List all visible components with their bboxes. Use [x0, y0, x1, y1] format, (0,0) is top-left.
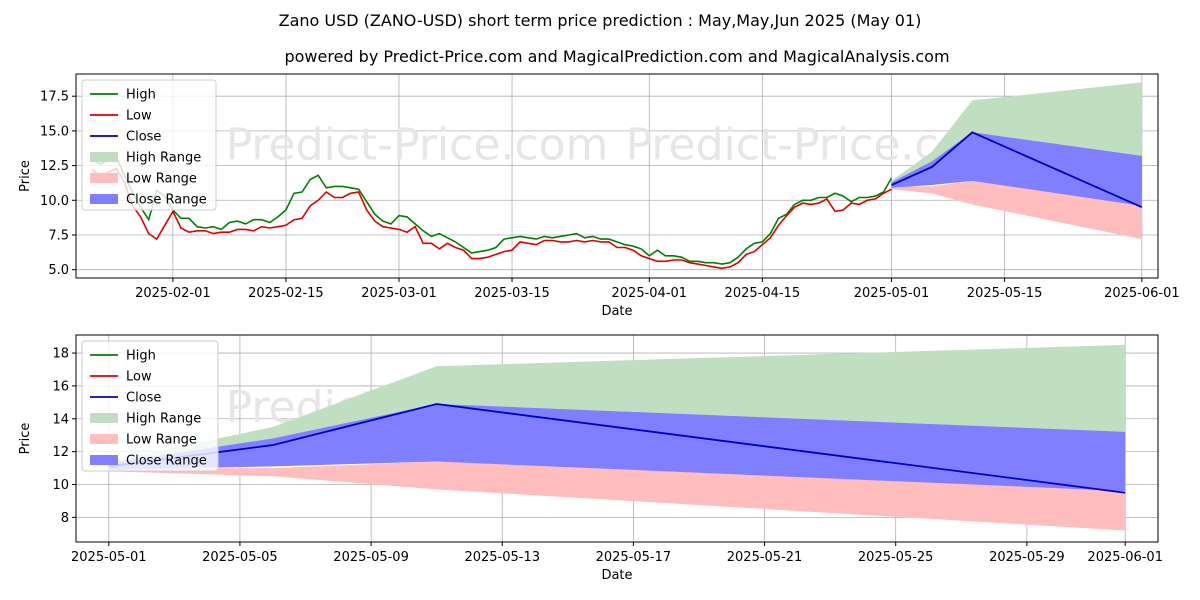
x-tick-label: 2025-04-01 — [612, 286, 688, 301]
chart-title: Zano USD (ZANO-USD) short term price pre… — [279, 11, 922, 30]
legend-low-range-label: Low Range — [126, 433, 197, 448]
y-tick-label: 10 — [52, 478, 69, 493]
y-tick-label: 12.5 — [40, 159, 69, 174]
y-tick-label: 5.0 — [48, 263, 69, 278]
y-tick-label: 18 — [52, 347, 69, 362]
legend-high-label: High — [126, 349, 156, 364]
legend-low-label: Low — [126, 370, 152, 385]
x-tick-label: 2025-05-09 — [333, 550, 409, 565]
legend-high-range-swatch — [90, 413, 118, 423]
legend-close-range-label: Close Range — [126, 193, 207, 208]
x-tick-label: 2025-05-17 — [596, 550, 672, 565]
x-tick-label: 2025-05-29 — [989, 550, 1065, 565]
plot-area — [108, 344, 1126, 531]
y-tick-label: 15.0 — [40, 124, 69, 139]
legend-high-range-label: High Range — [126, 412, 201, 427]
legend-high-range-swatch — [90, 152, 118, 162]
x-tick-label: 2025-03-01 — [361, 286, 437, 301]
x-tick-label: 2025-05-01 — [71, 550, 147, 565]
y-tick-label: 7.5 — [48, 228, 69, 243]
legend-high-range-label: High Range — [126, 151, 201, 166]
x-tick-label: 2025-05-25 — [858, 550, 934, 565]
plot-frame — [75, 334, 1159, 543]
x-tick-label: 2025-06-01 — [1087, 550, 1163, 565]
legend-close-label: Close — [126, 130, 161, 145]
x-tick-label: 2025-05-01 — [854, 286, 930, 301]
x-tick-label: 2025-02-15 — [248, 286, 324, 301]
y-tick-label: 16 — [52, 379, 69, 394]
y-tick-label: 10.0 — [40, 194, 69, 209]
low-series-line — [91, 167, 892, 270]
close-range-band — [891, 132, 1142, 206]
close-range-band — [108, 404, 1126, 492]
legend-close-range-swatch — [90, 194, 118, 204]
top-panel: Predict-Price.com Predict-Price.com2025-0… — [18, 73, 1180, 319]
x-tick-label: 2025-04-15 — [725, 286, 801, 301]
x-tick-label: 2025-06-01 — [1104, 286, 1180, 301]
bottom-panel: Predict-Price.comPredict-Price.com2025-0… — [18, 334, 1163, 583]
plot-area — [91, 82, 1143, 270]
legend-close-range-label: Close Range — [126, 454, 207, 469]
x-tick-label: 2025-05-21 — [727, 550, 803, 565]
y-axis-label: Price — [18, 160, 33, 192]
x-tick-label: 2025-05-13 — [464, 550, 540, 565]
y-axis-label: Price — [18, 423, 33, 455]
chart-subtitle: powered by Predict-Price.com and Magical… — [284, 47, 949, 66]
x-tick-label: 2025-05-05 — [202, 550, 278, 565]
plot-frame — [75, 73, 1159, 279]
legend-close-label: Close — [126, 391, 161, 406]
legend-low-range-swatch — [90, 434, 118, 444]
x-tick-label: 2025-02-01 — [135, 286, 211, 301]
y-tick-label: 8 — [61, 511, 69, 526]
legend-low-label: Low — [126, 109, 152, 124]
watermark-text: Predict-Price.com — [226, 120, 609, 171]
x-axis-label: Date — [601, 304, 632, 319]
high-series-line — [91, 156, 893, 265]
x-tick-label: 2025-03-15 — [474, 286, 550, 301]
y-tick-label: 14 — [52, 412, 69, 427]
close-series-line — [891, 131, 1143, 209]
legend-low-range-swatch — [90, 173, 118, 183]
legend-high-label: High — [126, 88, 156, 103]
y-tick-label: 17.5 — [40, 90, 69, 105]
x-axis-label: Date — [601, 568, 632, 583]
legend-low-range-label: Low Range — [126, 172, 197, 187]
x-tick-label: 2025-05-15 — [967, 286, 1043, 301]
y-tick-label: 12 — [52, 445, 69, 460]
legend-close-range-swatch — [90, 455, 118, 465]
